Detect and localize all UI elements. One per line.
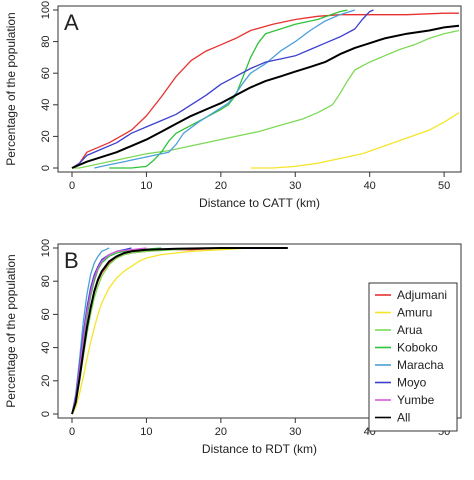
x-axis-label-a: Distance to CATT (km) [199,196,320,210]
panel-a: 0 10 20 30 40 50 0 20 40 60 80 100 A Distance to CA… [4,1,462,210]
x-tick-label-a-1: 10 [140,180,152,192]
legend-label-maracha: Maracha [397,358,444,372]
y-tick-label-b-4: 80 [40,275,52,287]
series-line-a-adjumani [71,12,459,169]
y-axis-label-a: Percentage of the population [4,12,18,165]
legend-label-adjumani: Adjumani [397,288,447,302]
series-line-a-maracha [94,9,355,169]
y-tick-label-b-1: 20 [40,375,52,387]
plot-frame-b [57,243,462,419]
series-line-a-arua [72,29,460,169]
legend-box [368,282,458,432]
panel-label-a: A [64,10,79,35]
x-tick-label-a-4: 40 [364,180,376,192]
y-tick-label-b-5: 100 [40,239,52,257]
y-tick-label-a-3: 60 [40,67,52,79]
series-line-b-maracha [71,247,110,415]
series-line-b-koboko [71,247,162,415]
x-tick-label-a-5: 50 [438,180,450,192]
y-tick-label-b-2: 40 [40,341,52,353]
y-axis-label-b: Percentage of the population [4,254,18,407]
legend-label-arua: Arua [397,323,423,337]
y-tick-label-a-2: 40 [40,99,52,111]
x-axis-label-b: Distance to RDT (km) [202,442,317,456]
x-tick-label-a-2: 20 [215,180,227,192]
x-tick-label-b-2: 20 [215,426,227,438]
series-line-b-all [71,247,288,415]
series-line-b-adjumani [71,247,221,415]
axes-a: 0 10 20 30 40 50 0 20 40 60 80 100 [40,1,450,192]
legend-label-all: All [397,411,410,425]
panel-label-b: B [64,248,79,273]
y-tick-label-a-1: 20 [40,130,52,142]
x-tick-label-b-1: 10 [140,426,152,438]
y-tick-label-b-0: 0 [40,411,52,417]
y-tick-label-a-0: 0 [40,165,52,171]
series-line-b-yumbe [71,247,147,415]
y-tick-label-b-3: 60 [40,308,52,320]
series-lines-b [71,247,288,415]
legend-label-yumbe: Yumbe [397,393,435,407]
legend-label-koboko: Koboko [397,341,438,355]
x-tick-label-b-3: 30 [289,426,301,438]
series-line-b-arua [71,247,207,415]
series-lines-a [71,9,460,169]
series-line-a-moyo [71,9,374,169]
series-line-a-amuru [250,112,460,169]
x-tick-label-b-0: 0 [69,426,75,438]
series-line-b-amuru [71,247,251,415]
y-tick-label-a-4: 80 [40,35,52,47]
y-tick-label-a-5: 100 [40,1,52,19]
legend-label-moyo: Moyo [397,376,427,390]
series-line-a-koboko [109,9,348,169]
plot-frame-a [57,5,462,173]
legend: Adjumani Amuru Arua Koboko Maracha Moyo Yumbe A… [368,282,458,432]
x-tick-label-a-0: 0 [69,180,75,192]
series-line-a-all [71,24,460,169]
legend-label-amuru: Amuru [397,306,432,320]
x-tick-label-a-3: 30 [289,180,301,192]
